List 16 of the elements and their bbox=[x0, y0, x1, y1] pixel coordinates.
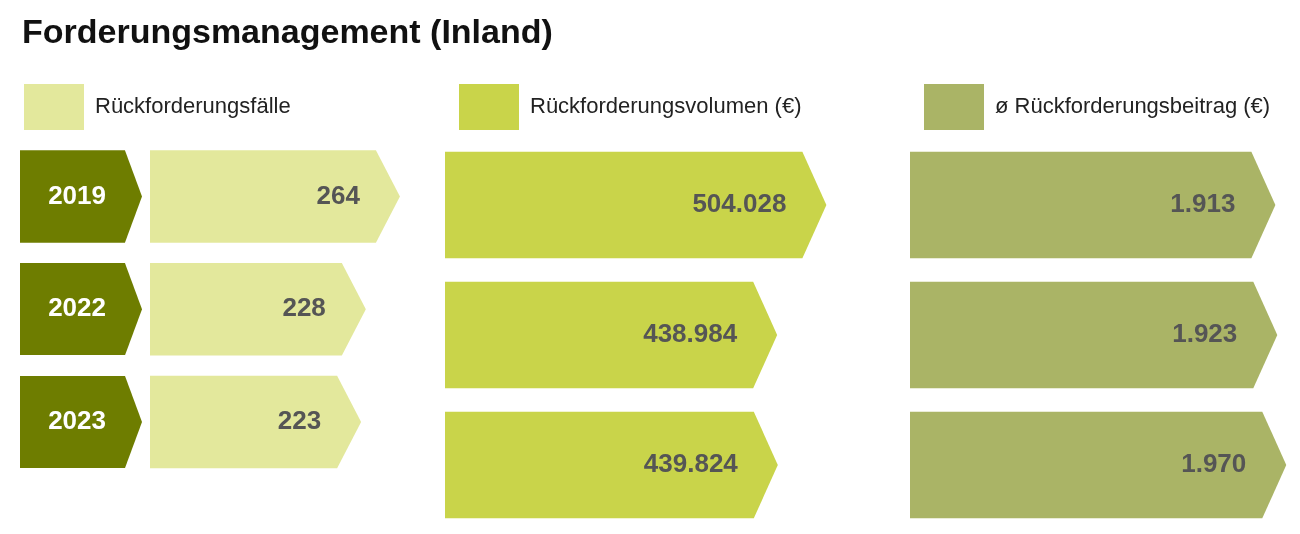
data-label: 1.923 bbox=[1172, 318, 1238, 349]
data-label: 504.028 bbox=[692, 188, 787, 219]
y-tick-label: 2019 bbox=[48, 179, 106, 210]
legend-label: Rückforderungsfälle bbox=[95, 93, 291, 119]
data-label: 223 bbox=[277, 405, 322, 436]
data-label: 439.824 bbox=[643, 448, 739, 479]
y-tick-label: 2022 bbox=[48, 292, 106, 323]
legend-label: ø Rückforderungsbeitrag (€) bbox=[995, 93, 1271, 119]
y-tick-label: 2023 bbox=[48, 405, 106, 436]
data-label: 438.984 bbox=[643, 318, 738, 349]
legend-label: Rückforderungsvolumen (€) bbox=[530, 93, 802, 119]
data-label: 1.970 bbox=[1181, 448, 1247, 479]
data-label: 264 bbox=[316, 179, 361, 210]
data-label: 228 bbox=[282, 292, 326, 323]
chart-title: Forderungsmanagement (Inland) bbox=[22, 12, 553, 51]
data-label: 1.913 bbox=[1170, 188, 1236, 219]
